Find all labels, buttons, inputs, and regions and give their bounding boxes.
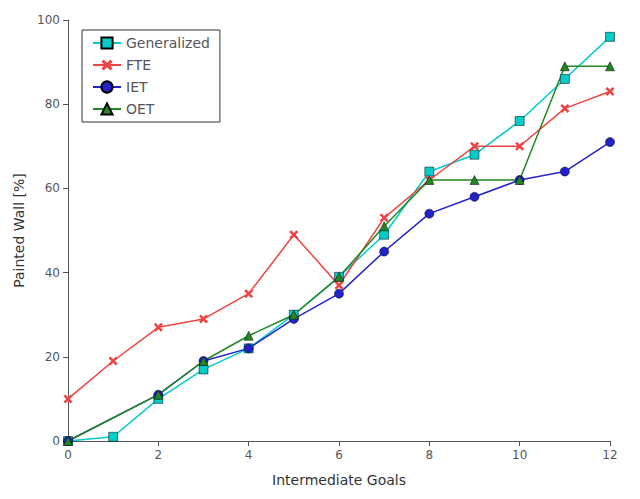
svg-text:8: 8 bbox=[426, 448, 434, 462]
svg-text:OET: OET bbox=[126, 101, 155, 117]
svg-text:10: 10 bbox=[512, 448, 527, 462]
svg-text:Generalized: Generalized bbox=[126, 35, 210, 51]
svg-text:80: 80 bbox=[45, 97, 60, 111]
svg-text:60: 60 bbox=[45, 181, 60, 195]
svg-text:100: 100 bbox=[37, 13, 60, 27]
svg-text:4: 4 bbox=[245, 448, 253, 462]
svg-text:IET: IET bbox=[126, 79, 148, 95]
svg-text:Painted Wall [%]: Painted Wall [%] bbox=[11, 173, 27, 288]
svg-text:2: 2 bbox=[155, 448, 163, 462]
svg-text:12: 12 bbox=[602, 448, 617, 462]
svg-text:Intermediate Goals: Intermediate Goals bbox=[272, 472, 406, 488]
svg-text:40: 40 bbox=[45, 266, 60, 280]
svg-text:FTE: FTE bbox=[126, 57, 151, 73]
svg-text:0: 0 bbox=[52, 434, 60, 448]
svg-text:0: 0 bbox=[64, 448, 72, 462]
svg-text:20: 20 bbox=[45, 350, 60, 364]
svg-text:6: 6 bbox=[335, 448, 343, 462]
